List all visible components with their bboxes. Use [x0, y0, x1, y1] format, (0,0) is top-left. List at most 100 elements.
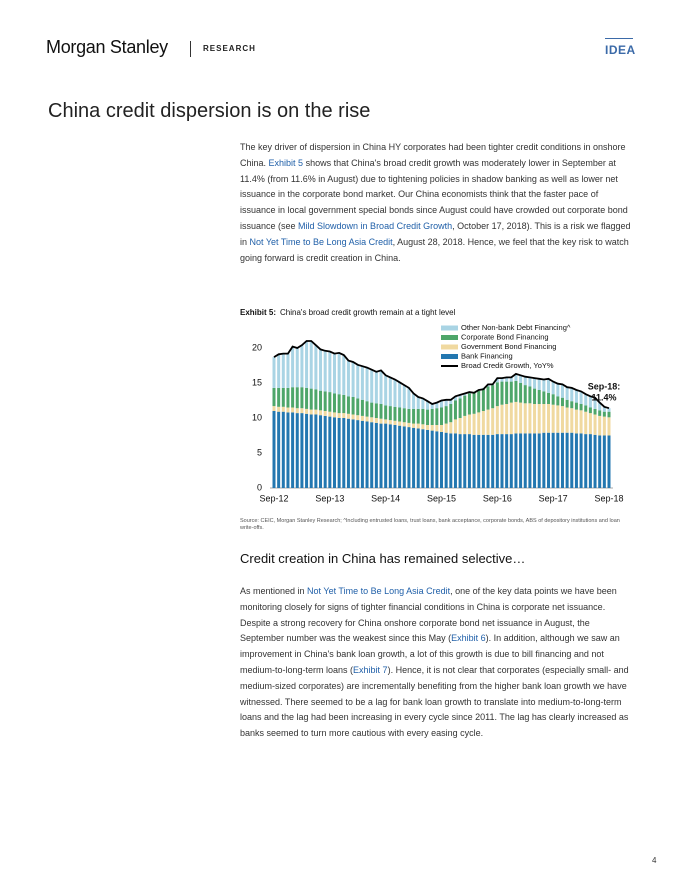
bar-segment: [351, 362, 355, 397]
bar-segment: [579, 410, 583, 434]
tag-rule: [605, 38, 633, 39]
bar-segment: [458, 434, 462, 488]
bar-segment: [574, 409, 578, 434]
bar-segment: [500, 381, 504, 405]
legend-label: Other Non-bank Debt Financing^: [461, 323, 571, 332]
bar-segment: [370, 422, 374, 488]
bar-segment: [356, 364, 360, 399]
bar-segment: [560, 397, 564, 407]
bar-segment: [300, 345, 304, 388]
bar-segment: [277, 406, 281, 412]
bar-segment: [407, 427, 411, 488]
bar-segment: [477, 390, 481, 413]
bar-segment: [332, 412, 336, 418]
bar-segment: [305, 413, 309, 488]
bar-segment: [435, 408, 439, 425]
bar-segment: [537, 433, 541, 488]
text-run: The key driver of dispersion in China HY…: [240, 142, 626, 168]
text-run: ). In addition, although we saw an impro…: [240, 633, 620, 675]
bar-segment: [351, 397, 355, 415]
bar-segment: [337, 394, 341, 414]
bar-segment: [295, 408, 299, 414]
subheading: Credit creation in China has remained se…: [240, 551, 526, 566]
bar-segment: [463, 395, 467, 416]
bar-segment: [565, 432, 569, 488]
bar-segment: [342, 394, 346, 414]
bar-segment: [351, 419, 355, 488]
bar-segment: [332, 417, 336, 488]
x-tick-label: Sep-14: [371, 493, 400, 503]
bar-segment: [607, 411, 611, 418]
bar-segment: [402, 385, 406, 409]
bar-segment: [542, 432, 546, 488]
legend-label: Broad Credit Growth, YoY%: [461, 361, 554, 370]
bar-segment: [388, 420, 392, 425]
bar-segment: [323, 415, 327, 488]
bar-segment: [556, 396, 560, 406]
bar-segment: [421, 424, 425, 430]
bar-segment: [509, 381, 513, 403]
legend-swatch: [441, 354, 458, 359]
bar-segment: [374, 403, 378, 418]
bar-segment: [356, 398, 360, 416]
bar-segment: [495, 378, 499, 383]
link[interactable]: Not Yet Time to Be Long Asia Credit: [249, 236, 393, 247]
bar-segment: [602, 435, 606, 488]
bar-segment: [514, 433, 518, 488]
bar-segment: [272, 406, 276, 411]
link[interactable]: Exhibit 5: [268, 157, 304, 168]
link[interactable]: Not Yet Time to Be Long Asia Credit: [307, 586, 451, 596]
bar-segment: [584, 411, 588, 435]
bar-segment: [528, 403, 532, 434]
bar-segment: [528, 386, 532, 404]
bar-segment: [598, 410, 602, 416]
bar-segment: [346, 418, 350, 488]
bar-segment: [328, 392, 332, 412]
bar-segment: [588, 413, 592, 435]
bar-segment: [565, 387, 569, 400]
page-title: China credit dispersion is on the rise: [48, 100, 371, 122]
bar-segment: [365, 401, 369, 417]
bar-segment: [407, 408, 411, 423]
y-tick-label: 5: [257, 447, 262, 457]
link[interactable]: Exhibit 7: [353, 664, 388, 675]
bar-segment: [435, 431, 439, 488]
bar-segment: [374, 418, 378, 423]
bar-segment: [579, 404, 583, 411]
bar-segment: [537, 404, 541, 434]
link[interactable]: Exhibit 6: [451, 633, 486, 644]
bar-segment: [528, 377, 532, 387]
bar-segment: [277, 354, 281, 388]
link[interactable]: Mild Slowdown in Broad Credit Growth: [298, 220, 453, 231]
bar-segment: [295, 387, 299, 409]
line: [273, 340, 610, 410]
bar-segment: [286, 353, 290, 388]
bar-segment: [430, 408, 434, 425]
bar-segment: [472, 413, 476, 435]
bar-segment: [319, 415, 323, 488]
bar-segment: [281, 387, 285, 407]
bar-segment: [593, 408, 597, 415]
x-tick-label: Sep-17: [539, 493, 568, 503]
bar-segment: [505, 434, 509, 488]
bar-segment: [314, 409, 318, 415]
exhibit-title: Exhibit 5: China's broad credit growth re…: [240, 308, 455, 317]
bar-segment: [463, 434, 467, 488]
text-run: , August 28, 2018. Hence, we feel that t…: [240, 236, 629, 263]
bar-segment: [356, 420, 360, 488]
bar-segment: [305, 341, 309, 388]
bar-segment: [328, 416, 332, 488]
bar-segment: [495, 382, 499, 407]
annotation: Sep-18:: [588, 381, 621, 391]
bar-segment: [467, 393, 471, 415]
bar-segment: [533, 404, 537, 434]
bar-segment: [374, 422, 378, 488]
bar-segment: [337, 413, 341, 418]
divider: [190, 41, 191, 57]
bar-segment: [416, 428, 420, 488]
bar-segment: [486, 386, 490, 410]
bar-segment: [346, 360, 350, 397]
bar-segment: [514, 401, 518, 434]
bar-segment: [337, 352, 341, 395]
bar-segment: [332, 393, 336, 413]
